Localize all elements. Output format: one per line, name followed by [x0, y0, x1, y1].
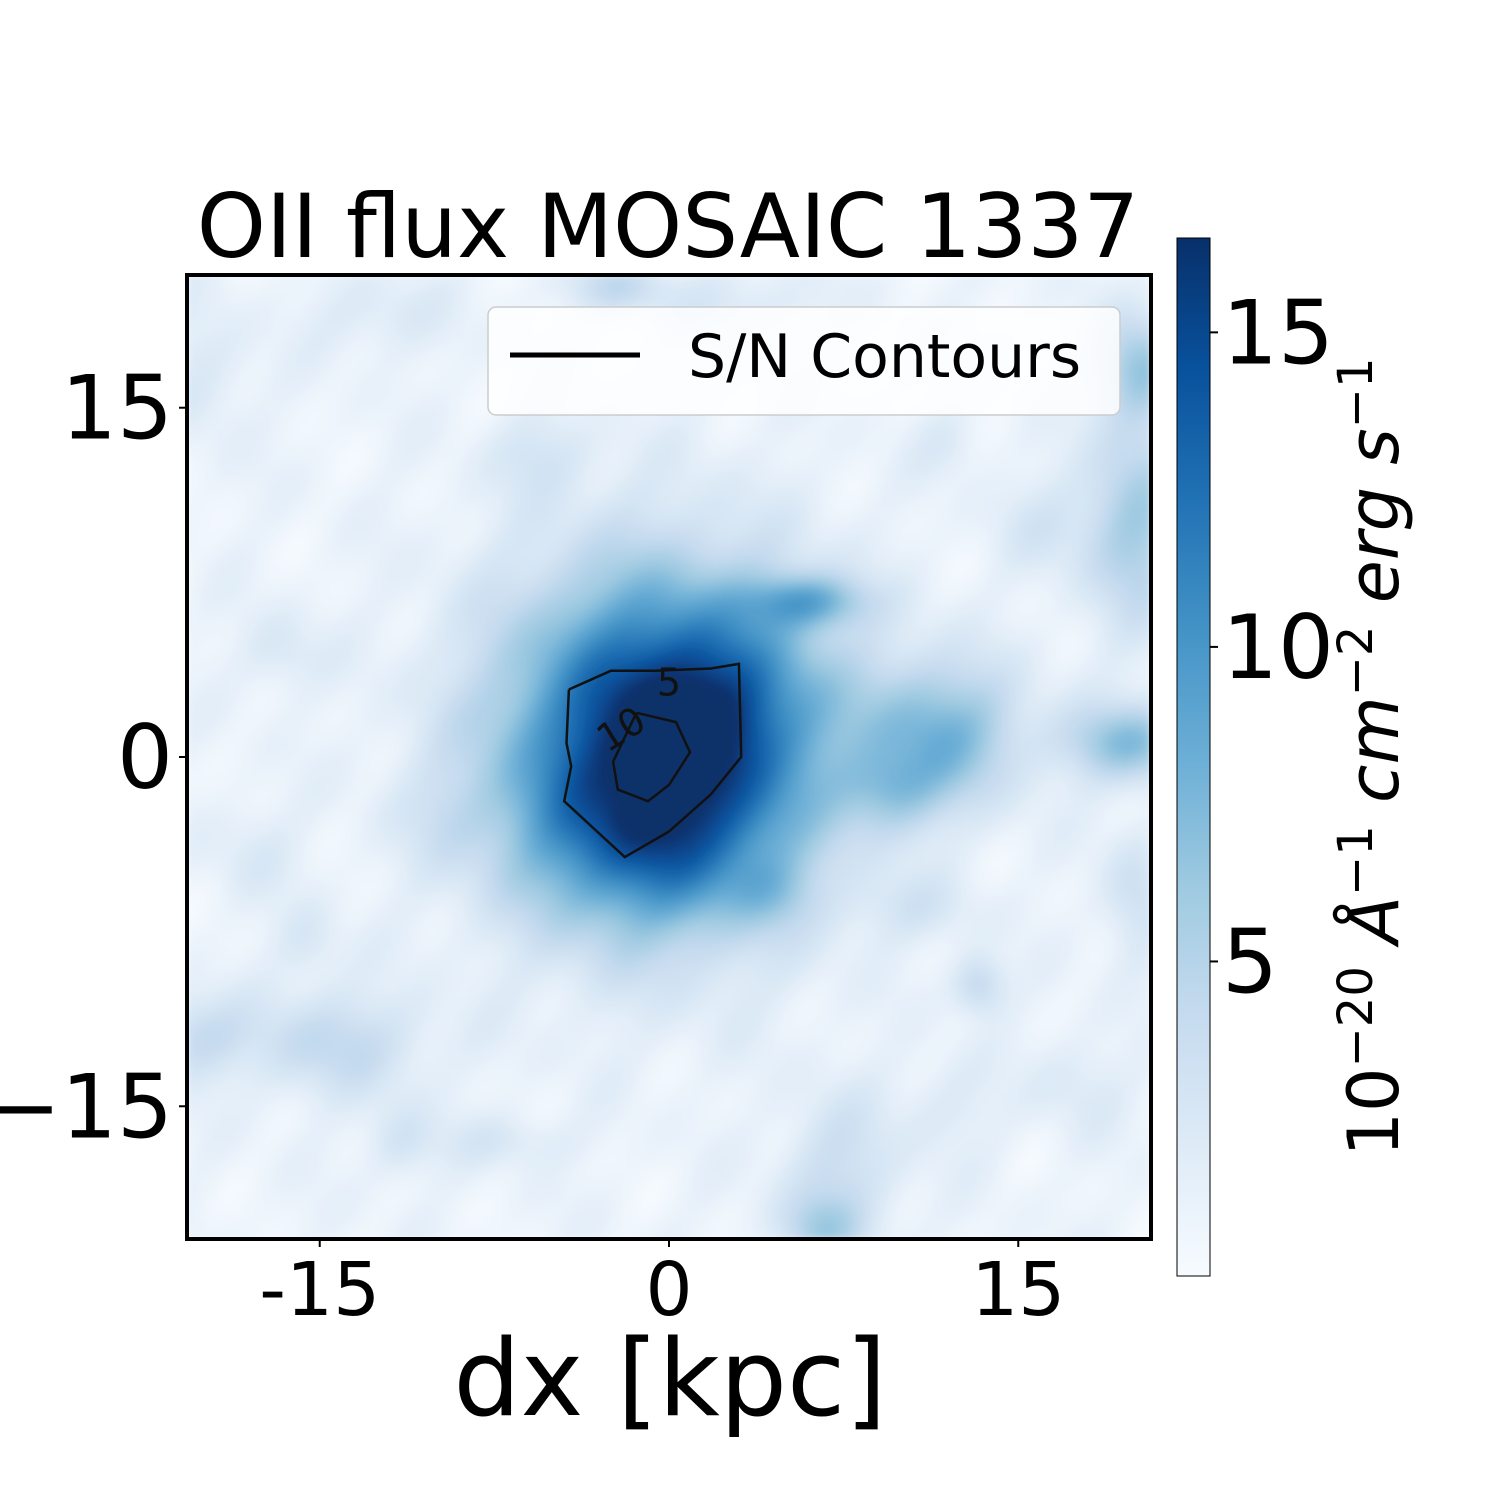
x-axis-ticks: -15 0 15 [259, 1239, 1065, 1333]
y-tick-label: 15 [61, 357, 173, 460]
x-tick-label: 15 [971, 1247, 1065, 1333]
contour-label-5: 5 [657, 660, 681, 704]
colorbar: 5 10 15 10−20 Å−1 cm−2 erg s−1 [1176, 237, 1415, 1277]
y-axis-ticks: 15 0 −15 [0, 357, 187, 1158]
contour-line-5 [562, 662, 743, 859]
colorbar-ticks: 5 10 15 [1210, 281, 1334, 1013]
colorbar-tick-label: 10 [1222, 596, 1334, 699]
contour-line-10 [611, 711, 692, 803]
colorbar-label: 10−20 Å−1 cm−2 erg s−1 [1328, 357, 1415, 1156]
heatmap-image [187, 275, 1151, 1239]
x-axis-label: dx [kpc] [453, 1317, 886, 1440]
legend: S/N Contours [487, 306, 1121, 416]
colorbar-tick-label: 15 [1222, 281, 1334, 384]
colorbar-tick-label: 5 [1222, 910, 1278, 1013]
y-tick-label: −15 [0, 1055, 173, 1158]
x-tick-label: 0 [645, 1247, 692, 1333]
colorbar-gradient [1176, 237, 1211, 1277]
x-tick-label: -15 [259, 1247, 380, 1333]
legend-box [487, 306, 1121, 416]
legend-entry-label: S/N Contours [688, 322, 1081, 392]
y-tick-label: 0 [117, 706, 173, 809]
chart-title: OII flux MOSAIC 1337 [197, 175, 1140, 278]
